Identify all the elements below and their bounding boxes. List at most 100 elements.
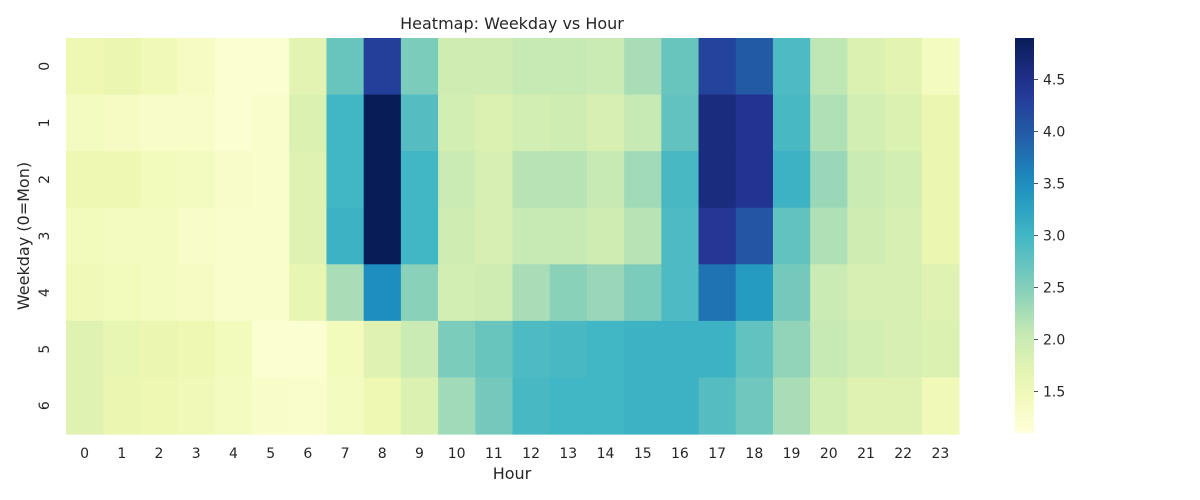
y-tick-label: 2 <box>37 175 53 184</box>
heatmap-cell <box>810 377 848 435</box>
heatmap-cell <box>475 207 514 265</box>
heatmap-cell <box>921 320 960 379</box>
x-tick-label: 18 <box>745 446 763 462</box>
heatmap-cell <box>512 94 551 152</box>
heatmap-cell <box>735 94 774 152</box>
heatmap-cell <box>884 264 923 322</box>
heatmap-cell <box>661 377 700 435</box>
heatmap-cell <box>103 320 142 379</box>
heatmap-cell <box>177 38 216 96</box>
heatmap-cell <box>326 94 365 152</box>
heatmap-cell <box>326 264 365 322</box>
heatmap-cell <box>289 264 328 322</box>
heatmap-cell <box>624 94 662 152</box>
heatmap-cell <box>549 38 588 96</box>
x-tick-label: 6 <box>303 446 312 462</box>
heatmap-cell <box>512 151 551 209</box>
heatmap-cell <box>624 264 662 322</box>
colorbar-tick-label: 2.0 <box>1043 332 1065 348</box>
heatmap-cell <box>214 320 253 379</box>
heatmap-cell <box>475 320 514 379</box>
heatmap-cell <box>624 377 662 435</box>
x-tick-label: 3 <box>192 446 201 462</box>
heatmap-cell <box>475 264 514 322</box>
heatmap-cell <box>252 94 290 152</box>
y-axis-label: Weekday (0=Mon) <box>14 162 33 310</box>
x-tick-label: 11 <box>485 446 503 462</box>
heatmap-cell <box>549 377 588 435</box>
heatmap-cell <box>549 320 588 379</box>
colorbar <box>1015 38 1034 433</box>
heatmap-cell <box>177 207 216 265</box>
x-tick-label: 5 <box>266 446 275 462</box>
y-tick-label: 4 <box>37 288 53 297</box>
heatmap-cell <box>475 151 514 209</box>
heatmap-cell <box>772 151 811 209</box>
x-tick-label: 22 <box>894 446 912 462</box>
x-tick-label: 9 <box>415 446 424 462</box>
heatmap-cell <box>549 151 588 209</box>
heatmap-cell <box>177 94 216 152</box>
heatmap-cell <box>66 377 104 435</box>
heatmap-cell <box>921 264 960 322</box>
heatmap-cell <box>66 207 104 265</box>
heatmap-cell <box>66 264 104 322</box>
heatmap-cell <box>363 207 402 265</box>
heatmap-cell <box>884 207 923 265</box>
heatmap-cell <box>698 320 737 379</box>
heatmap-cell <box>326 38 365 96</box>
colorbar-tick-label: 1.5 <box>1043 384 1065 400</box>
heatmap-cell <box>214 377 253 435</box>
heatmap-cell <box>549 207 588 265</box>
heatmap-cell <box>438 94 476 152</box>
heatmap-cell <box>847 151 886 209</box>
x-tick-label: 12 <box>522 446 540 462</box>
heatmap-cell <box>810 38 848 96</box>
heatmap-cell <box>363 94 402 152</box>
x-tick-label: 15 <box>634 446 652 462</box>
heatmap-cell <box>400 207 439 265</box>
heatmap-cell <box>586 151 625 209</box>
colorbar-tick-label: 4.0 <box>1043 125 1065 141</box>
heatmap-cell <box>214 264 253 322</box>
x-tick-label: 10 <box>448 446 466 462</box>
heatmap-cell <box>512 320 551 379</box>
heatmap-cell <box>438 151 476 209</box>
heatmap-cell <box>363 151 402 209</box>
heatmap-cell <box>921 151 960 209</box>
heatmap-cell <box>512 207 551 265</box>
heatmap-cell <box>438 264 476 322</box>
x-tick-label: 16 <box>671 446 689 462</box>
heatmap-cell <box>735 151 774 209</box>
heatmap-cell <box>177 377 216 435</box>
heatmap-cell <box>586 207 625 265</box>
x-tick-label: 1 <box>117 446 126 462</box>
heatmap-cell <box>103 151 142 209</box>
heatmap-cell <box>698 38 737 96</box>
heatmap-cell <box>661 264 700 322</box>
heatmap-cell <box>140 264 179 322</box>
x-tick-label: 21 <box>857 446 875 462</box>
x-tick-label: 7 <box>341 446 350 462</box>
heatmap-cell <box>252 151 290 209</box>
heatmap-cell <box>400 151 439 209</box>
heatmap-cell <box>921 377 960 435</box>
heatmap-cell <box>698 94 737 152</box>
heatmap-cell <box>66 320 104 379</box>
heatmap-cell <box>66 151 104 209</box>
heatmap-cell <box>475 377 514 435</box>
heatmap-cell <box>661 38 700 96</box>
heatmap-cell <box>140 377 179 435</box>
heatmap-cell <box>438 207 476 265</box>
heatmap-cell <box>735 377 774 435</box>
heatmap-cell <box>326 207 365 265</box>
heatmap-cell <box>103 377 142 435</box>
heatmap-cell <box>103 264 142 322</box>
x-axis-ticks: 0 1 2 3 4 5 6 7 8 9 10 11 12 13 14 15 16 17 18 19 20 21 22 23 <box>80 446 949 462</box>
heatmap-cell <box>661 207 700 265</box>
heatmap-cell <box>140 94 179 152</box>
heatmap-cell <box>512 264 551 322</box>
heatmap-cell <box>847 38 886 96</box>
y-axis-ticks: 0 1 2 3 4 5 6 <box>37 62 53 410</box>
